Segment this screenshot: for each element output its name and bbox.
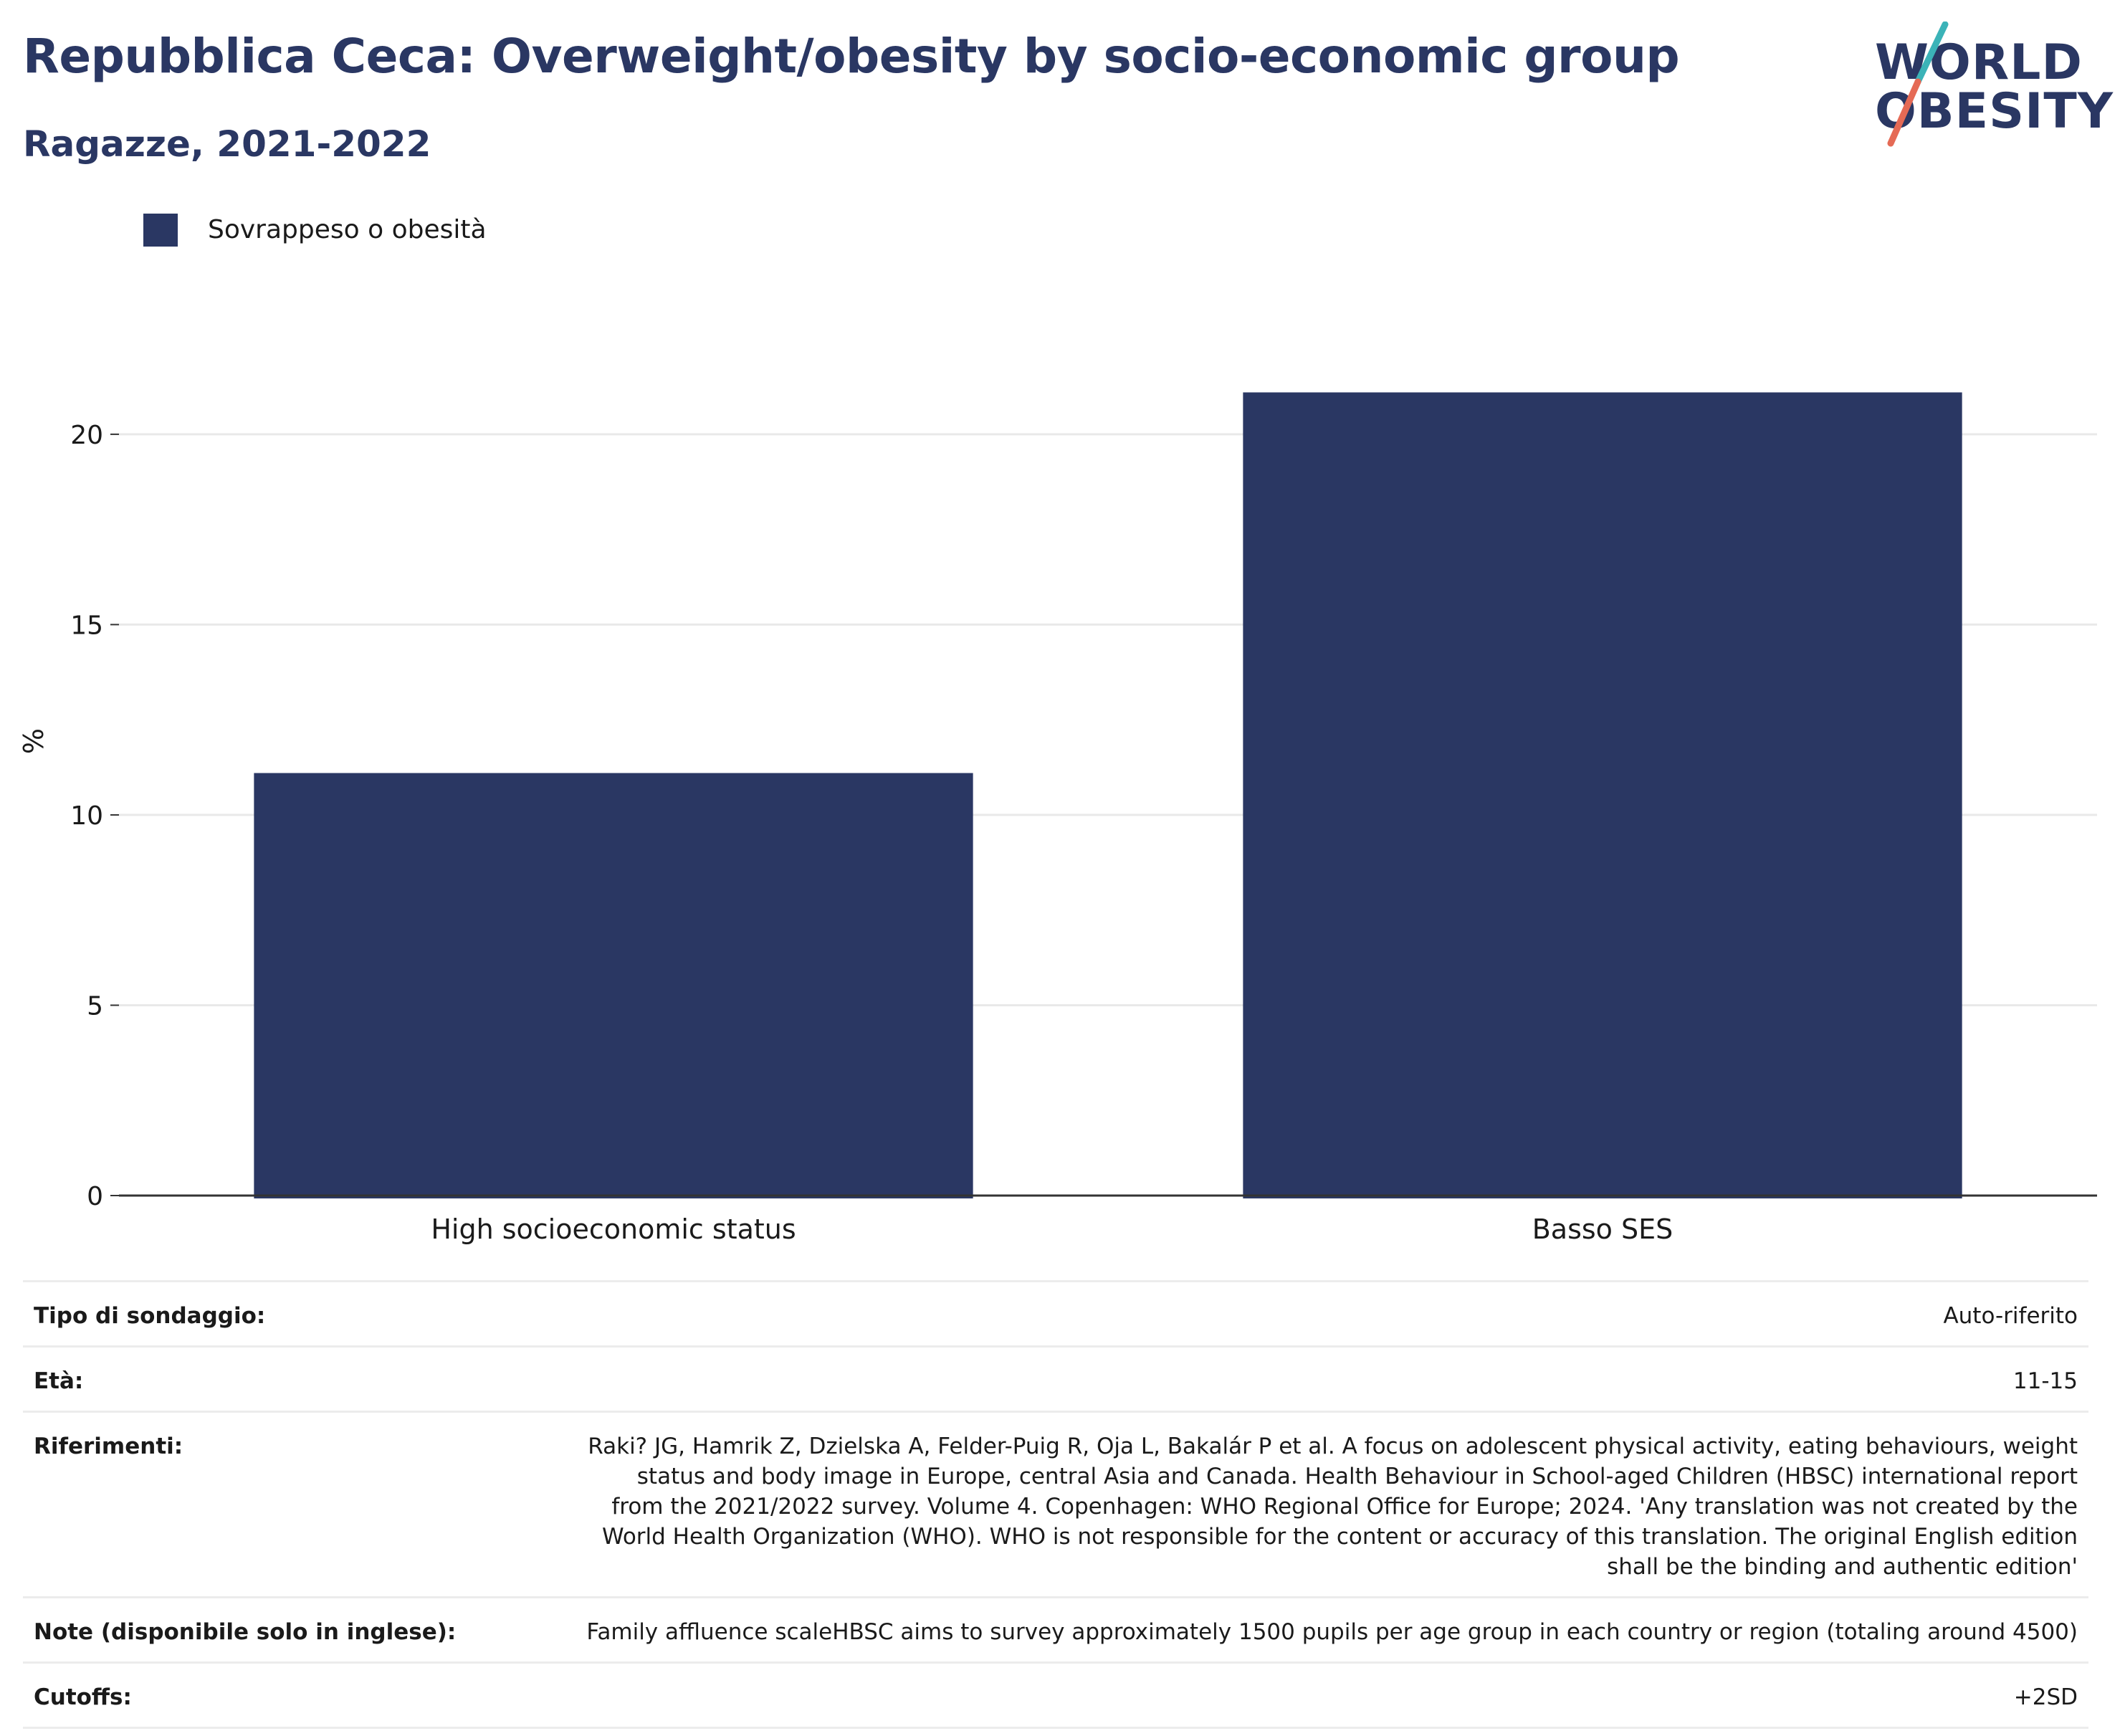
info-row: Cutoffs: +2SD [23,1661,2088,1729]
info-label: Note (disponibile solo in inglese): [23,1596,575,1663]
x-category-label: High socioeconomic status [431,1213,796,1245]
info-label: Tipo di sondaggio: [23,1280,575,1347]
info-value: Auto-riferito [575,1280,2088,1347]
info-row: Riferimenti: Raki? JG, Hamrik Z, Dzielska… [23,1411,2088,1598]
bar-chart: 0 5 10 15 20 High socioeconomic status Basso S… [18,392,2097,1245]
info-row: Età: 11-15 [23,1345,2088,1412]
logo-line-1: WORLD [1875,34,2083,91]
info-label: Età: [23,1345,575,1412]
y-tick-label: 10 [70,801,103,831]
info-table: Tipo di sondaggio: Auto-riferito Età: 11-15… [23,1280,2088,1729]
y-tick-label: 15 [70,611,103,640]
info-value: +2SD [575,1661,2088,1729]
y-tick-label: 5 [87,991,103,1021]
y-axis-title: % [18,728,49,754]
info-value: Family affluence scaleHBSC aims to surve… [575,1596,2088,1663]
info-label: Cutoffs: [23,1661,575,1729]
world-obesity-logo: WORLD OBESITY [1866,22,2113,151]
info-row: Note (disponibile solo in inglese): Famil… [23,1596,2088,1663]
x-category-label: Basso SES [1532,1213,1673,1245]
chart-title: Repubblica Ceca: Overweight/obesity by s… [23,29,1680,84]
legend-swatch [143,214,178,247]
info-label: Riferimenti: [23,1411,575,1598]
info-row: Tipo di sondaggio: Auto-riferito [23,1280,2088,1347]
y-tick-label: 0 [87,1182,103,1211]
legend-label: Sovrappeso o obesità [208,215,487,244]
info-value: 11-15 [575,1345,2088,1412]
logo-slash-icon [1887,22,1949,147]
bar [254,773,973,1198]
chart-subtitle: Ragazze, 2021-2022 [23,123,431,165]
info-value: Raki? JG, Hamrik Z, Dzielska A, Felder-P… [575,1411,2088,1598]
bar [1243,392,1962,1198]
y-tick-label: 20 [70,421,103,450]
